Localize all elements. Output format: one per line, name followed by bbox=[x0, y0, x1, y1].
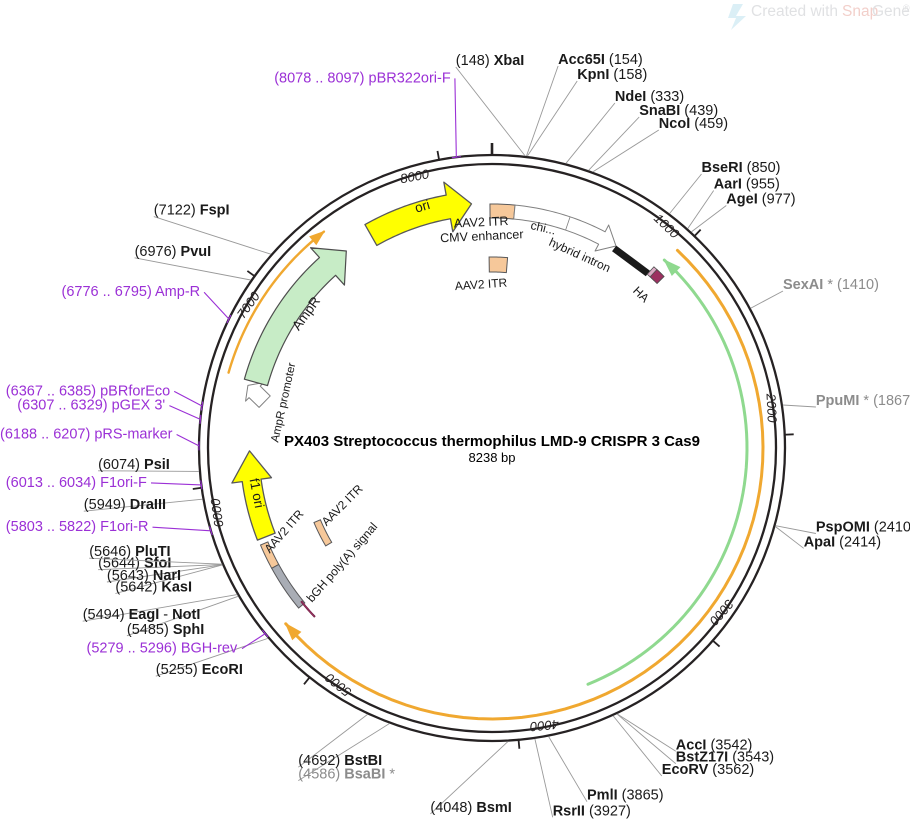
svg-text:SexAI * (1410): SexAI * (1410) bbox=[783, 277, 879, 293]
svg-text:(6188 .. 6207) pRS-marker: (6188 .. 6207) pRS-marker bbox=[0, 427, 173, 443]
svg-text:ApaI (2414): ApaI (2414) bbox=[804, 534, 881, 550]
svg-text:AgeI (977): AgeI (977) bbox=[726, 192, 795, 208]
svg-text:BseRI (850): BseRI (850) bbox=[702, 160, 781, 176]
svg-text:KpnI (158): KpnI (158) bbox=[577, 67, 647, 83]
svg-text:PX403 Streptococcus thermophil: PX403 Streptococcus thermophilus LMD-9 C… bbox=[284, 433, 700, 450]
svg-text:(148) XbaI: (148) XbaI bbox=[456, 53, 525, 69]
svg-text:(6776 .. 6795) Amp-R: (6776 .. 6795) Amp-R bbox=[62, 284, 201, 300]
svg-text:(4048) BsmI: (4048) BsmI bbox=[430, 800, 511, 816]
svg-text:8238 bp: 8238 bp bbox=[469, 450, 516, 465]
svg-text:NcoI (459): NcoI (459) bbox=[659, 116, 728, 132]
svg-text:®: ® bbox=[903, 3, 910, 13]
svg-text:(5255) EcoRI: (5255) EcoRI bbox=[156, 662, 243, 678]
svg-text:(5949) DraIII: (5949) DraIII bbox=[84, 497, 166, 513]
svg-text:(5485) SphI: (5485) SphI bbox=[127, 622, 204, 638]
svg-text:AarI (955): AarI (955) bbox=[714, 177, 780, 193]
svg-text:(6074) PsiI: (6074) PsiI bbox=[98, 457, 170, 473]
svg-text:(4692) BstBI: (4692) BstBI bbox=[298, 753, 382, 769]
svg-text:(5279 .. 5296) BGH-rev: (5279 .. 5296) BGH-rev bbox=[87, 641, 238, 657]
svg-text:2000: 2000 bbox=[763, 392, 779, 423]
svg-text:(8078 .. 8097) pBR322ori-F: (8078 .. 8097) pBR322ori-F bbox=[274, 70, 451, 86]
svg-text:EcoRV (3562): EcoRV (3562) bbox=[662, 762, 754, 778]
svg-text:(6976) PvuI: (6976) PvuI bbox=[135, 244, 212, 260]
svg-text:(7122) FspI: (7122) FspI bbox=[154, 203, 230, 219]
svg-text:(5494) EagI - NotI: (5494) EagI - NotI bbox=[83, 607, 201, 623]
svg-text:PpuMI * (1867): PpuMI * (1867) bbox=[816, 393, 910, 409]
svg-text:RsrII (3927): RsrII (3927) bbox=[553, 803, 631, 819]
svg-text:PspOMI (2410): PspOMI (2410) bbox=[816, 520, 910, 536]
svg-text:(6013 .. 6034) F1ori-F: (6013 .. 6034) F1ori-F bbox=[6, 475, 147, 491]
svg-text:Created with: Created with bbox=[751, 3, 838, 20]
svg-text:4000: 4000 bbox=[529, 717, 560, 735]
svg-text:PmlI (3865): PmlI (3865) bbox=[587, 788, 664, 804]
svg-text:(6307 .. 6329) pGEX 3': (6307 .. 6329) pGEX 3' bbox=[17, 398, 165, 414]
svg-text:Acc65I (154): Acc65I (154) bbox=[558, 52, 643, 68]
svg-text:(5803 .. 5822) F1ori-R: (5803 .. 5822) F1ori-R bbox=[6, 519, 149, 535]
svg-text:(5646) PluTI: (5646) PluTI bbox=[89, 544, 170, 560]
